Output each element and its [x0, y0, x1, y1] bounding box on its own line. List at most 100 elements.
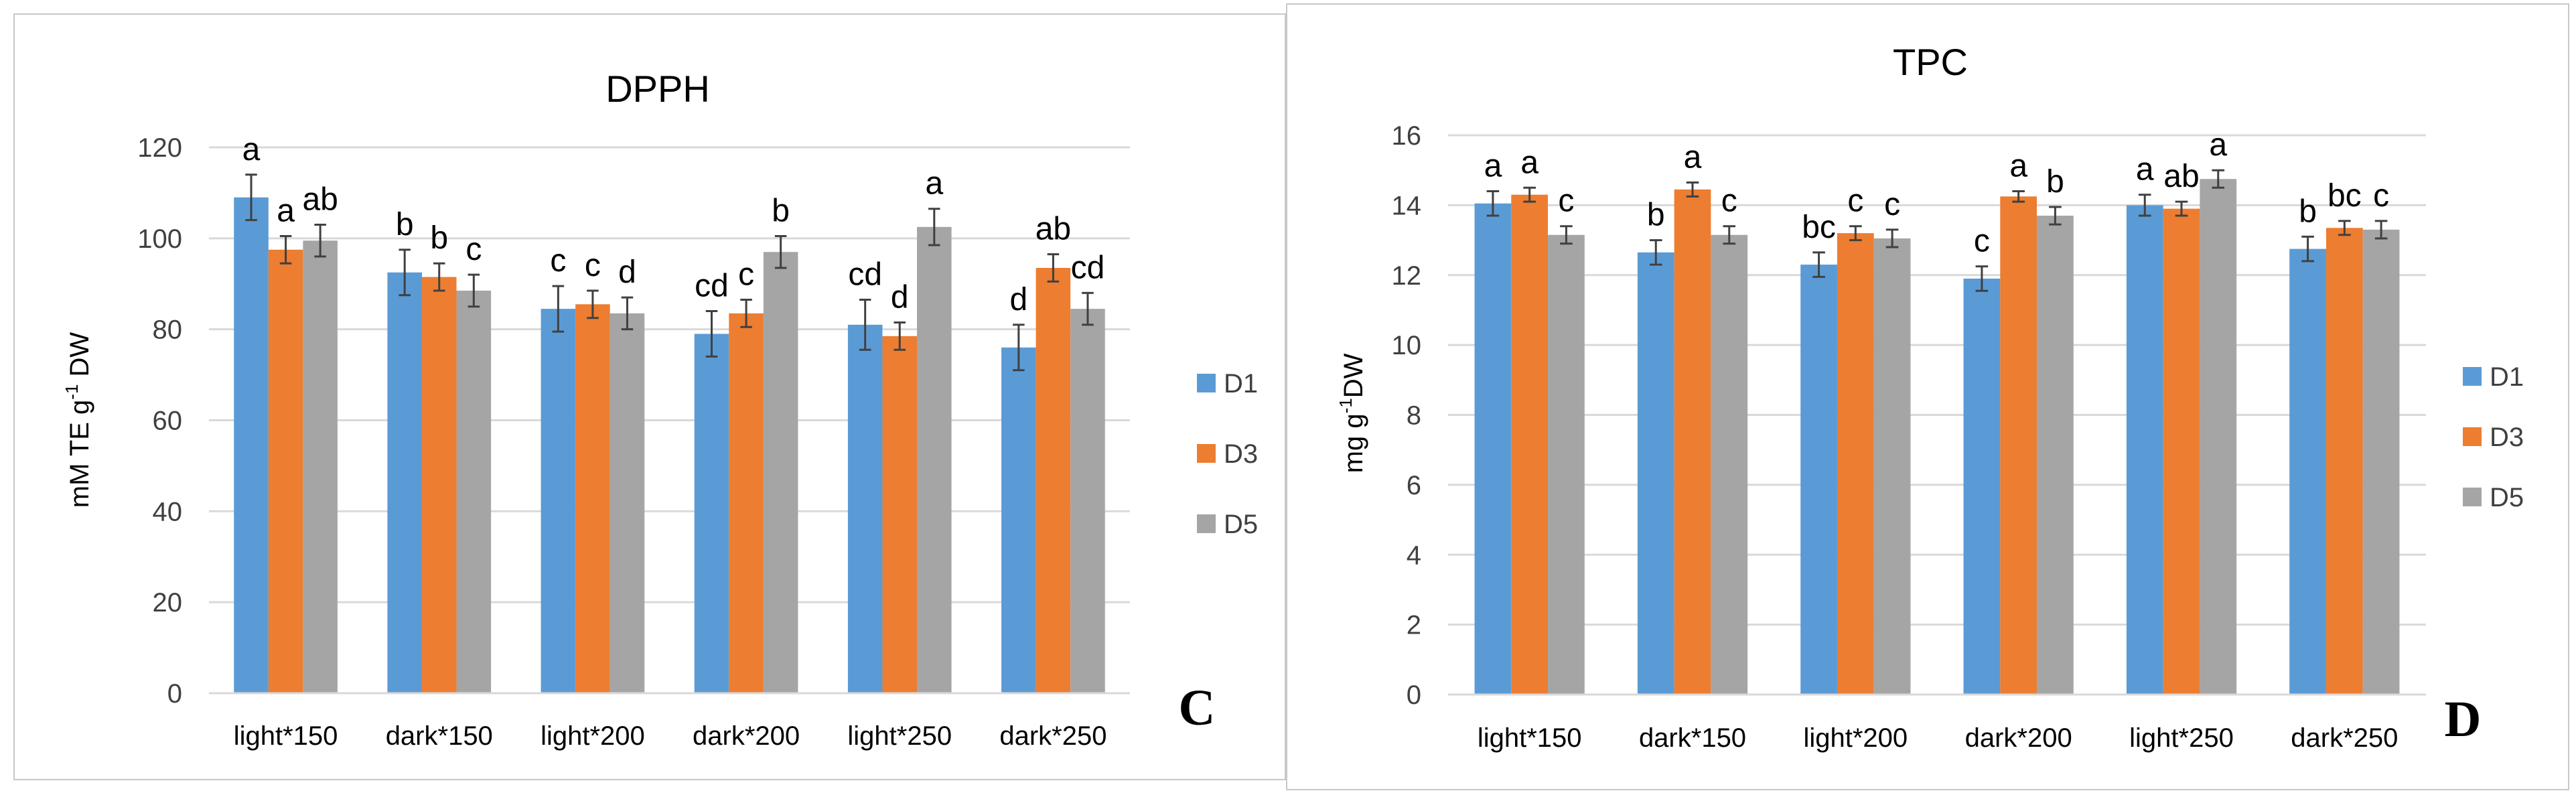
- dpph-significance-letter: c: [738, 257, 754, 293]
- dpph-ytick-label: 20: [153, 588, 183, 618]
- tpc-significance-letter: a: [1520, 145, 1539, 180]
- tpc-significance-letter: c: [2373, 178, 2389, 214]
- tpc-legend-label-d3: D3: [2490, 423, 2524, 452]
- tpc-bar-d5: [1873, 238, 1911, 695]
- dpph-xtick-label: dark*250: [999, 721, 1106, 751]
- dpph-legend-swatch-d5: [1197, 514, 1216, 533]
- tpc-bar-d1: [1800, 265, 1837, 695]
- dpph-xtick-label: dark*150: [386, 721, 493, 751]
- tpc-significance-letter: a: [2209, 127, 2227, 163]
- dpph-legend-label-d5: D5: [1224, 510, 1258, 539]
- dpph-significance-letter: a: [925, 166, 943, 202]
- dpph-bar-d3: [1035, 267, 1071, 694]
- tpc-significance-letter: a: [1684, 139, 1702, 175]
- tpc-significance-letter: bc: [1802, 210, 1836, 245]
- dpph-panel-letter: C: [1179, 680, 1216, 736]
- tpc-panel-letter: D: [2445, 691, 2482, 747]
- dpph-significance-letter: b: [396, 207, 414, 242]
- tpc-legend-label-d1: D1: [2490, 362, 2524, 392]
- dpph-significance-letter: d: [1010, 282, 1028, 317]
- dpph-bar-d1: [387, 272, 422, 693]
- tpc-bar-d3: [1674, 189, 1711, 695]
- tpc-bar-d3: [2000, 196, 2037, 695]
- tpc-ytick-label: 14: [1392, 191, 1422, 220]
- dpph-legend-swatch-d1: [1197, 374, 1216, 392]
- dpph-significance-letter: a: [277, 193, 295, 228]
- tpc-significance-letter: a: [2136, 152, 2154, 188]
- tpc-bar-d5: [2362, 229, 2400, 695]
- dpph-significance-letter: ab: [302, 182, 338, 217]
- tpc-ytick-label: 4: [1407, 540, 1421, 570]
- dpph-significance-letter: b: [430, 220, 448, 256]
- tpc-significance-letter: ab: [2163, 159, 2199, 194]
- dpph-bar-d5: [456, 290, 492, 693]
- tpc-ytick-label: 8: [1407, 401, 1421, 431]
- dpph-significance-letter: c: [550, 243, 566, 279]
- dpph-ytick-label: 40: [153, 497, 183, 526]
- tpc-ytick-label: 2: [1407, 611, 1421, 640]
- dpph-significance-letter: d: [891, 279, 909, 315]
- tpc-bar-d3: [2325, 228, 2363, 695]
- dpph-ytick-label: 80: [153, 315, 183, 345]
- tpc-xtick-label: light*150: [1478, 723, 1582, 753]
- tpc-significance-letter: bc: [2328, 178, 2362, 214]
- dpph-significance-letter: a: [242, 132, 261, 167]
- dpph-ytick-label: 60: [153, 407, 183, 436]
- tpc-bar-d1: [2289, 248, 2326, 695]
- tpc-significance-letter: b: [1647, 198, 1665, 233]
- dpph-bar-d3: [575, 304, 610, 693]
- dpph-xtick-label: light*250: [847, 721, 952, 751]
- dpph-y-axis-label-tail: DW: [65, 332, 94, 384]
- dpph-significance-letter: cd: [695, 269, 729, 304]
- dpph-significance-letter: b: [772, 193, 790, 228]
- dpph-significance-letter: c: [466, 232, 482, 267]
- tpc-bar-d1: [1474, 203, 1512, 695]
- tpc-xtick-label: light*250: [2129, 723, 2234, 753]
- dpph-legend-label-d3: D3: [1224, 439, 1258, 469]
- tpc-ytick-label: 16: [1392, 121, 1422, 151]
- tpc-significance-letter: c: [1721, 184, 1737, 219]
- dpph-bar-d5: [303, 240, 338, 694]
- dpph-bar-d1: [1001, 347, 1036, 693]
- dpph-chart-panel: DPPH 0 20 40 60 80 100 120 mM TE g-1 DW light*150…: [13, 13, 1286, 780]
- dpph-ytick-label: 120: [137, 133, 182, 163]
- tpc-y-axis-label-tail: DW: [1339, 353, 1368, 398]
- tpc-significance-letter: c: [1558, 184, 1574, 219]
- dpph-ytick-label: 0: [167, 679, 182, 709]
- tpc-legend-label-d5: D5: [2490, 483, 2524, 512]
- dpph-bar-d3: [729, 313, 764, 693]
- dpph-bar-d1: [847, 324, 883, 693]
- dpph-bar-d3: [882, 336, 918, 694]
- dpph-bar-d5: [1070, 309, 1105, 694]
- tpc-significance-letter: b: [2046, 164, 2064, 200]
- dpph-significance-letter: d: [618, 255, 636, 290]
- tpc-y-axis-label-sup: -1: [1336, 398, 1356, 413]
- dpph-xtick-label: dark*200: [693, 721, 800, 751]
- tpc-legend-swatch-d1: [2463, 367, 2482, 386]
- tpc-bar-d5: [1711, 234, 1748, 695]
- tpc-ytick-label: 0: [1407, 680, 1421, 710]
- dpph-ytick-label: 100: [137, 224, 182, 254]
- dpph-significance-letter: cd: [1071, 250, 1105, 285]
- tpc-legend-swatch-d5: [2463, 488, 2482, 506]
- tpc-chart-panel: TPC 0 2 4 6 8 10 12 14 16 mg g-1DW light*150 a a c dark…: [1286, 3, 2569, 790]
- tpc-bar-d1: [1963, 278, 2001, 695]
- tpc-ytick-label: 10: [1392, 331, 1422, 360]
- tpc-ytick-label: 12: [1392, 261, 1422, 291]
- dpph-xtick-label: light*200: [541, 721, 645, 751]
- dpph-chart-title: DPPH: [605, 68, 710, 110]
- tpc-xtick-label: light*200: [1803, 723, 1908, 753]
- tpc-bar-d5: [2200, 179, 2237, 695]
- dpph-bar-d3: [268, 249, 303, 693]
- tpc-significance-letter: c: [1847, 184, 1863, 219]
- dpph-significance-letter: c: [585, 248, 601, 283]
- tpc-significance-letter: c: [1974, 224, 1990, 259]
- dpph-significance-letter: cd: [848, 257, 882, 293]
- tpc-xtick-label: dark*250: [2291, 723, 2398, 753]
- tpc-y-axis-label-main: mg g: [1339, 413, 1368, 473]
- dpph-bar-d1: [694, 334, 729, 693]
- tpc-xtick-label: dark*150: [1639, 723, 1746, 753]
- tpc-bar-d5: [2037, 216, 2074, 695]
- dpph-xtick-label: light*150: [234, 721, 338, 751]
